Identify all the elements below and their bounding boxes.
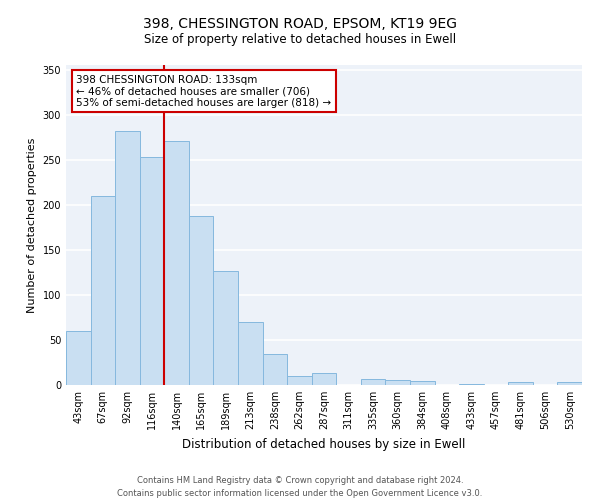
Bar xyxy=(115,131,140,385)
Bar xyxy=(189,216,214,385)
Bar xyxy=(508,382,533,385)
Bar xyxy=(459,384,484,385)
X-axis label: Distribution of detached houses by size in Ewell: Distribution of detached houses by size … xyxy=(182,438,466,450)
Text: Contains HM Land Registry data © Crown copyright and database right 2024.
Contai: Contains HM Land Registry data © Crown c… xyxy=(118,476,482,498)
Bar xyxy=(91,196,115,385)
Text: Size of property relative to detached houses in Ewell: Size of property relative to detached ho… xyxy=(144,32,456,46)
Bar xyxy=(287,376,312,385)
Bar xyxy=(238,322,263,385)
Bar xyxy=(410,382,434,385)
Text: 398, CHESSINGTON ROAD, EPSOM, KT19 9EG: 398, CHESSINGTON ROAD, EPSOM, KT19 9EG xyxy=(143,18,457,32)
Bar xyxy=(140,157,164,385)
Bar xyxy=(66,331,91,385)
Bar xyxy=(557,382,582,385)
Bar xyxy=(312,374,336,385)
Text: 398 CHESSINGTON ROAD: 133sqm
← 46% of detached houses are smaller (706)
53% of s: 398 CHESSINGTON ROAD: 133sqm ← 46% of de… xyxy=(76,74,331,108)
Bar xyxy=(263,354,287,385)
Y-axis label: Number of detached properties: Number of detached properties xyxy=(27,138,37,312)
Bar xyxy=(164,140,189,385)
Bar xyxy=(361,378,385,385)
Bar xyxy=(214,270,238,385)
Bar xyxy=(385,380,410,385)
